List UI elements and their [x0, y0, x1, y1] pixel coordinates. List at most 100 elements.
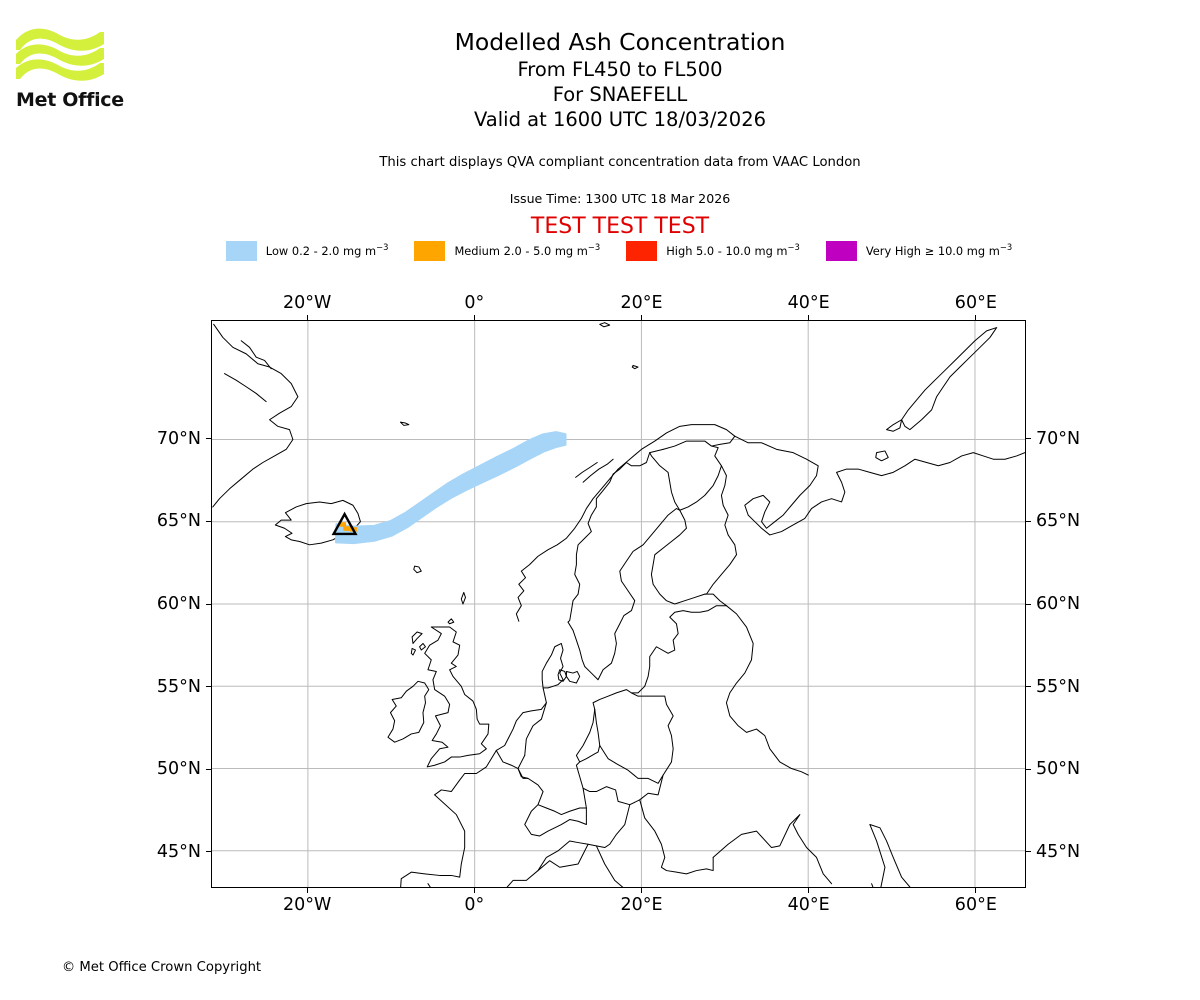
legend-label-very-high: Very High ≥ 10.0 mg m−3 [865, 242, 1013, 258]
coastline-path [575, 462, 598, 478]
copyright-notice: © Met Office Crown Copyright [62, 960, 262, 975]
lon-tick-bottom--20 [306, 888, 308, 893]
lat-tick-left-50 [206, 768, 211, 770]
volcano-source-marker [331, 511, 358, 536]
coastline-path [567, 508, 727, 710]
coastline-path [541, 642, 564, 689]
legend-item-medium: Medium 2.0 - 5.0 mg m−3 [414, 241, 600, 261]
coastline-path [565, 670, 581, 684]
coastline-path [594, 692, 674, 784]
legend-label-low: Low 0.2 - 2.0 mg m−3 [265, 242, 389, 258]
legend-item-low: Low 0.2 - 2.0 mg m−3 [225, 241, 389, 261]
legend-item-very-high: Very High ≥ 10.0 mg m−3 [825, 241, 1013, 261]
met-office-wordmark: Met Office [16, 89, 124, 111]
coastline-path [734, 435, 1025, 536]
legend-swatch-low [225, 241, 257, 261]
coastline-path [524, 702, 547, 756]
lat-tick-label-right-60: 60°N [1036, 594, 1081, 614]
legend-label-high: High 5.0 - 10.0 mg m−3 [666, 242, 800, 258]
lat-tick-label-right-50: 50°N [1036, 759, 1081, 780]
lon-tick-label-top-0: 0° [464, 293, 485, 313]
volcano-triangle-marker [331, 511, 358, 536]
coastline-path [639, 799, 714, 875]
ash-plume-layer [334, 431, 567, 545]
legend-swatch-high [626, 241, 658, 261]
lon-tick-bottom-40 [808, 888, 810, 893]
volcano-subtitle: For SNAEFELL [552, 83, 688, 106]
chart-title-block: Modelled Ash Concentration From FL450 to… [200, 28, 1040, 132]
coastline-path [274, 499, 361, 546]
lon-tick-top-60 [975, 315, 977, 320]
map-gridlines [212, 321, 1025, 887]
ash-concentration-map: 20°W 20°W 0° 0° 20°E 20°E 40°E 40°E 60°E 60°E 70°N… [157, 293, 1080, 915]
test-banner: TEST TEST TEST [530, 214, 710, 239]
page-title: Modelled Ash Concentration [454, 28, 786, 56]
legend-swatch-medium [414, 241, 446, 261]
coastline-path [427, 843, 624, 887]
lat-tick-label-left-55: 55°N [156, 676, 201, 697]
lat-tick-right-70 [1026, 438, 1031, 440]
coastline-path [413, 565, 422, 574]
coastline-path [725, 605, 809, 776]
lon-tick-label-bottom-20: 20°E [620, 895, 663, 915]
coastline-path [901, 327, 998, 431]
coastline-path [886, 419, 903, 432]
lat-tick-label-right-70: 70°N [1036, 428, 1081, 449]
map-coastlines [212, 322, 1025, 887]
lon-tick-label-top-60: 60°E [954, 293, 997, 313]
coastline-path [517, 754, 587, 816]
coastline-path [537, 840, 589, 872]
lon-tick-bottom-0 [473, 888, 475, 893]
lon-tick-top-20 [640, 315, 642, 320]
coastline-path [387, 680, 430, 743]
lat-tick-right-55 [1026, 686, 1031, 688]
issue-time: Issue Time: 1300 UTC 18 Mar 2026 [509, 191, 731, 206]
coastline-path [419, 642, 426, 651]
lat-tick-left-45 [206, 851, 211, 853]
legend-label-medium: Medium 2.0 - 5.0 mg m−3 [454, 242, 601, 258]
lat-tick-right-60 [1026, 603, 1031, 605]
coastline-path [704, 465, 738, 595]
lat-tick-label-left-60: 60°N [156, 594, 201, 614]
map-canvas [212, 321, 1025, 887]
lon-tick-label-bottom-0: 0° [464, 895, 485, 915]
lon-tick-top--20 [306, 315, 308, 320]
coastline-path [424, 626, 490, 768]
lon-tick-label-bottom-60: 60°E [954, 895, 997, 915]
coastline-path [495, 749, 519, 770]
lon-tick-top-40 [808, 315, 810, 320]
met-office-wave-icon [16, 28, 104, 81]
coastline-path [575, 708, 601, 763]
coastline-path [679, 445, 722, 511]
coastline-path [517, 768, 529, 779]
lat-tick-left-65 [206, 520, 211, 522]
coastline-path [223, 373, 267, 403]
coastline-path [460, 591, 466, 605]
chart-note: This chart displays QVA compliant concen… [379, 155, 861, 170]
lon-tick-bottom-20 [640, 888, 642, 893]
valid-time-subtitle: Valid at 1600 UTC 18/03/2026 [473, 108, 767, 131]
lat-tick-label-left-65: 65°N [156, 511, 201, 532]
coastline-path [595, 804, 631, 849]
ash-plume-low-band [334, 431, 567, 545]
lon-tick-label-top--20: 20°W [282, 293, 332, 313]
coastline-path [712, 814, 833, 885]
lon-tick-label-top-40: 40°E [787, 293, 830, 313]
coastline-path [599, 322, 611, 328]
coastline-path [411, 631, 423, 644]
lat-tick-label-left-50: 50°N [156, 759, 201, 780]
coastline-path [582, 458, 614, 483]
source-concentration-cell [339, 522, 347, 527]
coastline-path [557, 669, 567, 682]
coastline-path [434, 687, 547, 796]
coastline-path [399, 421, 410, 426]
lon-tick-bottom-60 [975, 888, 977, 893]
coastline-path [649, 452, 681, 511]
coastline-path [400, 794, 466, 887]
lat-tick-left-60 [206, 603, 211, 605]
lon-tick-label-top-20: 20°E [620, 293, 663, 313]
map-frame [211, 320, 1026, 888]
concentration-legend: Low 0.2 - 2.0 mg m−3 Medium 2.0 - 5.0 mg … [211, 239, 1027, 263]
lon-tick-label-bottom-40: 40°E [787, 895, 830, 915]
coastline-path [875, 450, 889, 462]
